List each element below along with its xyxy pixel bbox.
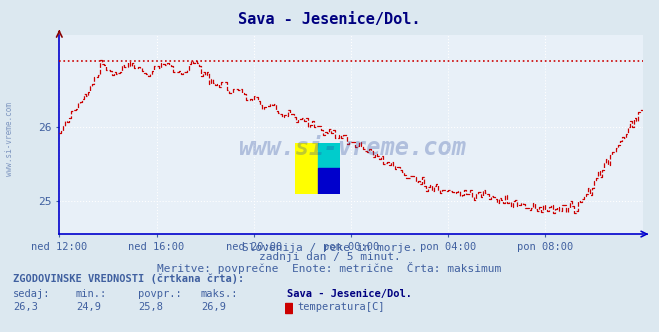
Text: 24,9: 24,9 <box>76 302 101 312</box>
Text: maks.:: maks.: <box>201 289 239 299</box>
Text: 25,8: 25,8 <box>138 302 163 312</box>
Text: Slovenija / reke in morje.: Slovenija / reke in morje. <box>242 243 417 253</box>
Bar <box>318 169 340 194</box>
Text: ZGODOVINSKE VREDNOSTI (črtkana črta):: ZGODOVINSKE VREDNOSTI (črtkana črta): <box>13 274 244 285</box>
Text: www.si-vreme.com: www.si-vreme.com <box>239 136 467 160</box>
Text: 26,3: 26,3 <box>13 302 38 312</box>
Text: min.:: min.: <box>76 289 107 299</box>
Text: www.si-vreme.com: www.si-vreme.com <box>5 103 14 176</box>
Bar <box>285 303 292 313</box>
Text: Sava - Jesenice/Dol.: Sava - Jesenice/Dol. <box>239 12 420 27</box>
Bar <box>295 143 318 194</box>
Text: zadnji dan / 5 minut.: zadnji dan / 5 minut. <box>258 252 401 262</box>
Text: povpr.:: povpr.: <box>138 289 182 299</box>
Text: Meritve: povprečne  Enote: metrične  Črta: maksimum: Meritve: povprečne Enote: metrične Črta:… <box>158 262 501 274</box>
Text: temperatura[C]: temperatura[C] <box>298 302 386 312</box>
Text: Sava - Jesenice/Dol.: Sava - Jesenice/Dol. <box>287 289 412 299</box>
Bar <box>318 143 340 169</box>
Text: sedaj:: sedaj: <box>13 289 51 299</box>
Text: 26,9: 26,9 <box>201 302 226 312</box>
